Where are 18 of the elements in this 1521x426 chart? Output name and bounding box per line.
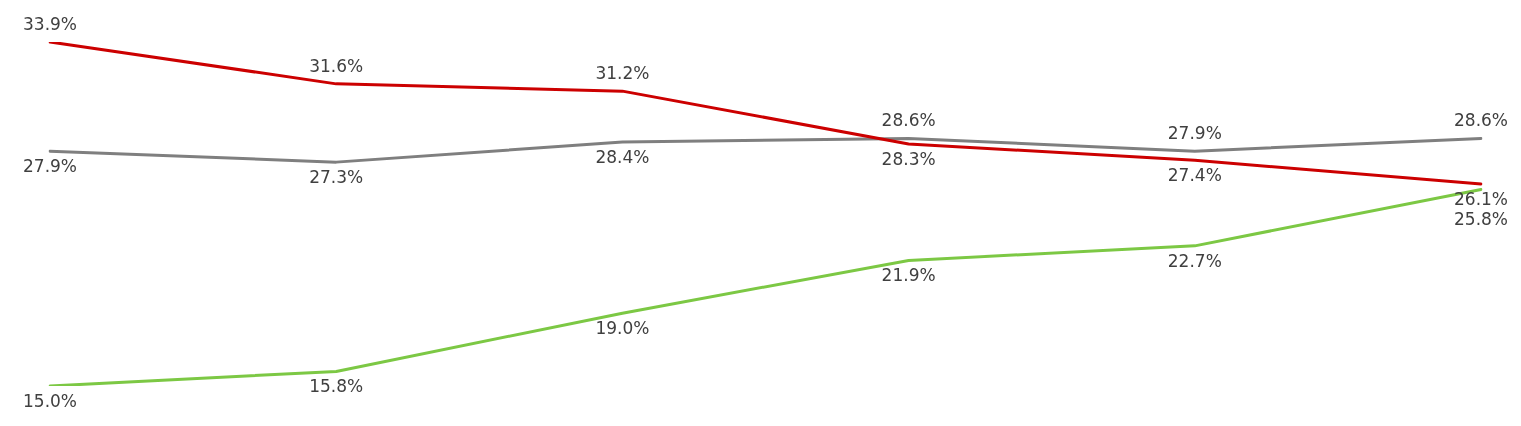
- data-label: 27.9%: [22, 156, 78, 177]
- data-label: 15.0%: [22, 390, 78, 411]
- data-label: 22.7%: [1167, 250, 1222, 271]
- data-label: 15.8%: [309, 376, 364, 397]
- data-label: 31.6%: [309, 55, 364, 76]
- data-label: 19.0%: [595, 318, 650, 339]
- data-label: 28.6%: [1453, 110, 1509, 131]
- data-label: 27.3%: [309, 167, 364, 188]
- data-label: 27.4%: [1167, 165, 1222, 186]
- data-label: 27.9%: [1167, 123, 1222, 144]
- data-label: 26.1%: [1453, 188, 1509, 209]
- data-label: 21.9%: [881, 265, 936, 286]
- data-label: 28.4%: [595, 147, 650, 168]
- data-label: 31.2%: [595, 63, 650, 84]
- data-label: 28.6%: [881, 110, 936, 131]
- data-label: 33.9%: [22, 13, 78, 34]
- data-label: 28.3%: [881, 148, 936, 169]
- data-label: 25.8%: [1453, 208, 1509, 229]
